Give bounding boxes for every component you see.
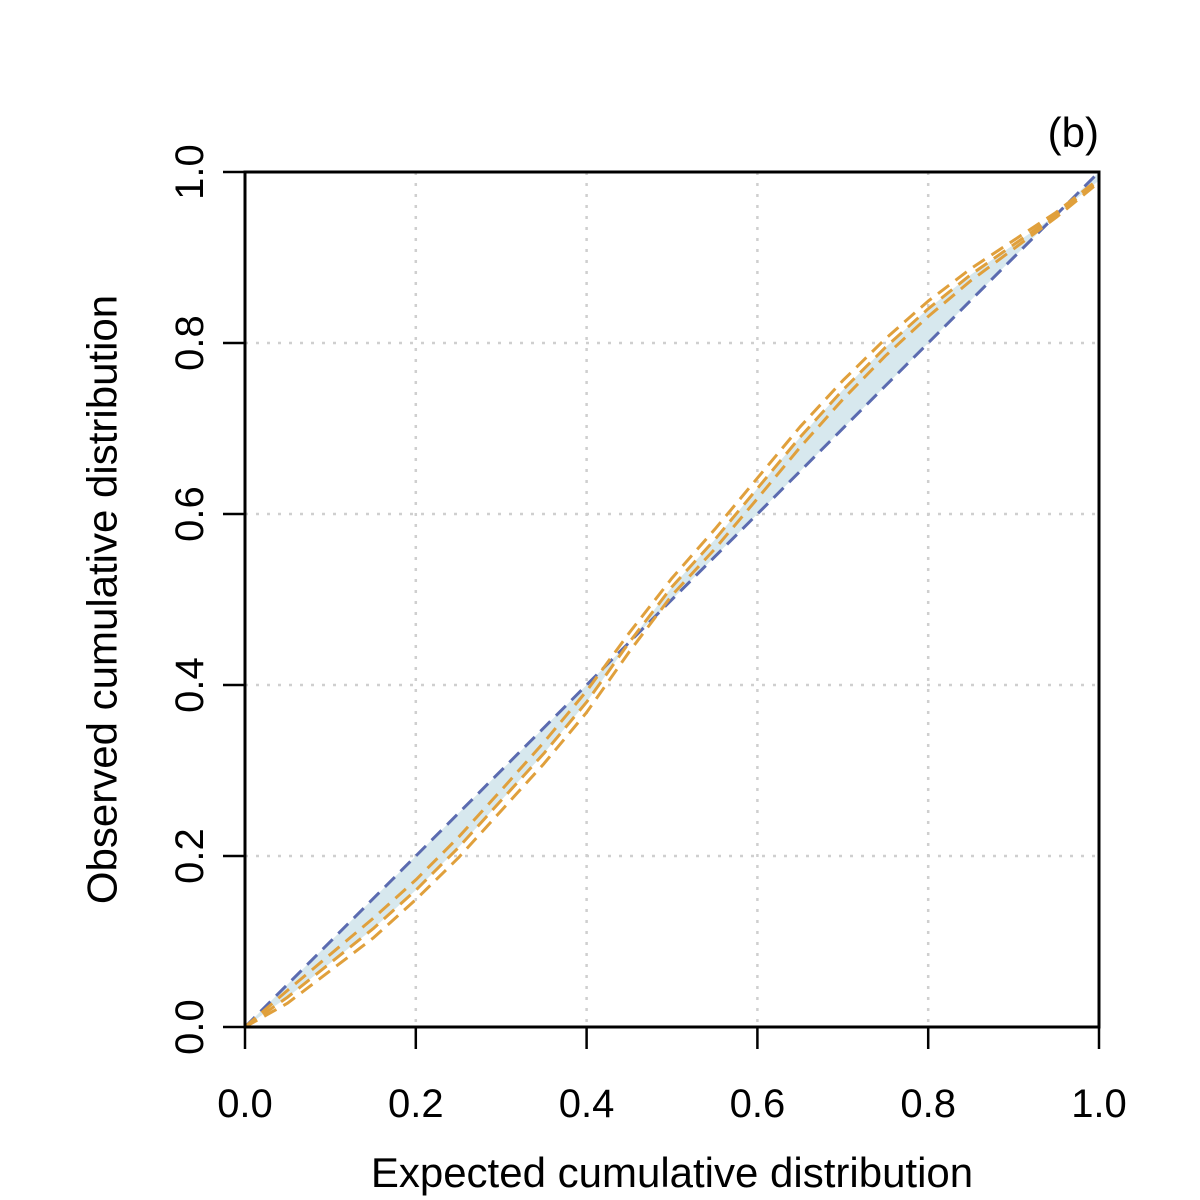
y-tick-label: 0.0 <box>168 999 212 1055</box>
y-tick-label: 0.8 <box>168 315 212 371</box>
x-tick-label: 1.0 <box>1071 1082 1127 1126</box>
y-tick-label: 0.2 <box>168 828 212 884</box>
x-tick-label: 0.4 <box>559 1082 615 1126</box>
y-tick-label: 1.0 <box>168 144 212 200</box>
x-tick-label: 0.0 <box>217 1082 273 1126</box>
axes: 0.0 0.2 0.4 0.6 0.8 1.0 0.0 0.2 0.4 0.6 0.8 1.0 <box>168 144 1127 1126</box>
y-axis-title: Observed cumulative distribution <box>79 295 126 904</box>
x-tick-label: 0.6 <box>730 1082 786 1126</box>
series-layer <box>243 170 1101 1029</box>
x-axis-title: Expected cumulative distribution <box>371 1149 973 1196</box>
series-line-reference <box>243 170 1101 1029</box>
plot-frame <box>243 170 1101 1029</box>
panel-label: (b) <box>1048 109 1099 156</box>
y-tick-label: 0.6 <box>168 486 212 542</box>
x-tick-label: 0.2 <box>388 1082 444 1126</box>
x-tick-label: 0.8 <box>900 1082 956 1126</box>
y-tick-label: 0.4 <box>168 657 212 713</box>
series-line-observed <box>244 179 1100 1029</box>
series-line-upper-band <box>244 177 1100 1029</box>
